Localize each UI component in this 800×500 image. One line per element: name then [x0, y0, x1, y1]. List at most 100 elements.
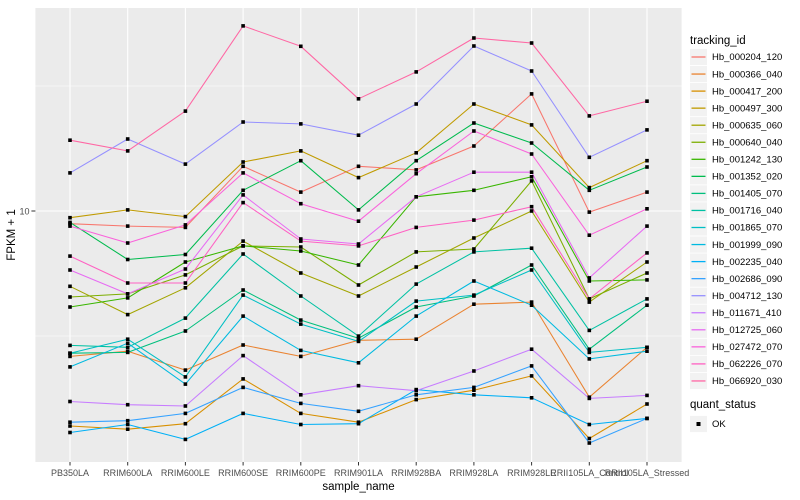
data-point [587, 396, 592, 401]
x-axis-title: sample_name [322, 481, 394, 493]
legend-label: Hb_001999_090 [712, 240, 782, 251]
x-tick-label: RRIM928BA [391, 468, 441, 478]
data-point [414, 265, 418, 269]
data-point [125, 137, 130, 141]
legend-label: Hb_001716_040 [712, 206, 782, 217]
data-point [414, 282, 418, 286]
data-point [414, 158, 418, 163]
data-point [356, 334, 361, 338]
data-point [529, 268, 534, 272]
quant-legend-title: quant_status [690, 399, 756, 411]
legend-label: Hb_002235_040 [712, 257, 782, 268]
data-point [472, 236, 476, 240]
data-point [299, 354, 303, 359]
data-point [356, 409, 361, 414]
series-points-Hb_027472_070 [68, 129, 649, 245]
data-point [472, 36, 476, 40]
data-point [183, 382, 188, 386]
data-point [645, 260, 649, 264]
data-point [183, 411, 188, 416]
quant-legend-item-OK: OK [690, 415, 726, 433]
data-point [68, 420, 72, 424]
data-point [529, 41, 534, 45]
data-point [125, 208, 130, 212]
data-point [356, 244, 361, 248]
data-point [241, 164, 245, 169]
data-point [68, 215, 72, 220]
data-point [241, 314, 245, 318]
data-point [472, 302, 476, 306]
legend-item-Hb_002686_090: Hb_002686_090 [690, 270, 782, 287]
data-point [472, 170, 476, 174]
legend-item-Hb_000366_040: Hb_000366_040 [690, 65, 782, 83]
data-point [183, 281, 188, 285]
legend-label: Hb_062226_070 [712, 359, 782, 370]
data-point [472, 121, 476, 125]
legend-item-Hb_001242_130: Hb_001242_130 [690, 151, 782, 168]
y-tick-label: 10 [19, 207, 29, 217]
series-points-Hb_000497_300 [68, 102, 649, 220]
data-point [125, 427, 130, 431]
data-point [68, 351, 72, 355]
data-point [356, 336, 361, 340]
data-point [587, 155, 592, 160]
data-point [68, 424, 72, 428]
data-point [299, 393, 303, 397]
data-point [529, 303, 534, 307]
data-point [414, 195, 418, 199]
data-point [529, 170, 534, 174]
data-point [472, 144, 476, 148]
data-point [414, 151, 418, 155]
legend-item-Hb_000204_120: Hb_000204_120 [690, 48, 782, 66]
data-point [183, 223, 188, 227]
data-point [645, 393, 649, 398]
data-point [529, 204, 534, 209]
data-point [68, 365, 72, 369]
data-point [183, 329, 188, 333]
data-point [529, 209, 534, 213]
data-point [472, 250, 476, 254]
data-point [356, 294, 361, 298]
legend-item-Hb_001999_090: Hb_001999_090 [690, 236, 782, 253]
x-tick-label: RRIM600LA [103, 468, 152, 478]
data-point [183, 214, 188, 219]
data-point [645, 416, 649, 421]
data-point [645, 349, 649, 353]
legend-label: Hb_001865_070 [712, 223, 782, 234]
data-point [299, 411, 303, 416]
data-point [587, 347, 592, 351]
data-point [414, 393, 418, 397]
data-point [299, 44, 303, 49]
data-point [587, 114, 592, 118]
data-point [645, 128, 649, 132]
data-point [241, 193, 245, 197]
data-point [587, 436, 592, 441]
data-point [645, 99, 649, 103]
legend-label: Hb_000640_040 [712, 137, 782, 148]
data-point [299, 294, 303, 298]
legend-label: Hb_011671_410 [712, 308, 782, 319]
data-point [241, 188, 245, 193]
data-point [356, 208, 361, 212]
data-point [356, 164, 361, 169]
data-point [125, 312, 130, 317]
legend-item-Hb_004712_130: Hb_004712_130 [690, 287, 782, 304]
data-point [125, 345, 130, 350]
data-point [356, 421, 361, 426]
data-point [183, 252, 188, 257]
data-point [125, 422, 130, 427]
data-point [125, 281, 130, 285]
x-tick-label: RRIM901LA [334, 468, 383, 478]
data-point [587, 328, 592, 333]
legend-item-Hb_001405_070: Hb_001405_070 [690, 185, 782, 202]
data-point [241, 293, 245, 297]
data-point [529, 69, 534, 73]
data-point [299, 122, 303, 126]
data-point [587, 210, 592, 214]
data-point [645, 251, 649, 255]
data-point [645, 207, 649, 211]
data-point [68, 284, 72, 289]
data-point [125, 341, 130, 345]
data-point [472, 369, 476, 373]
